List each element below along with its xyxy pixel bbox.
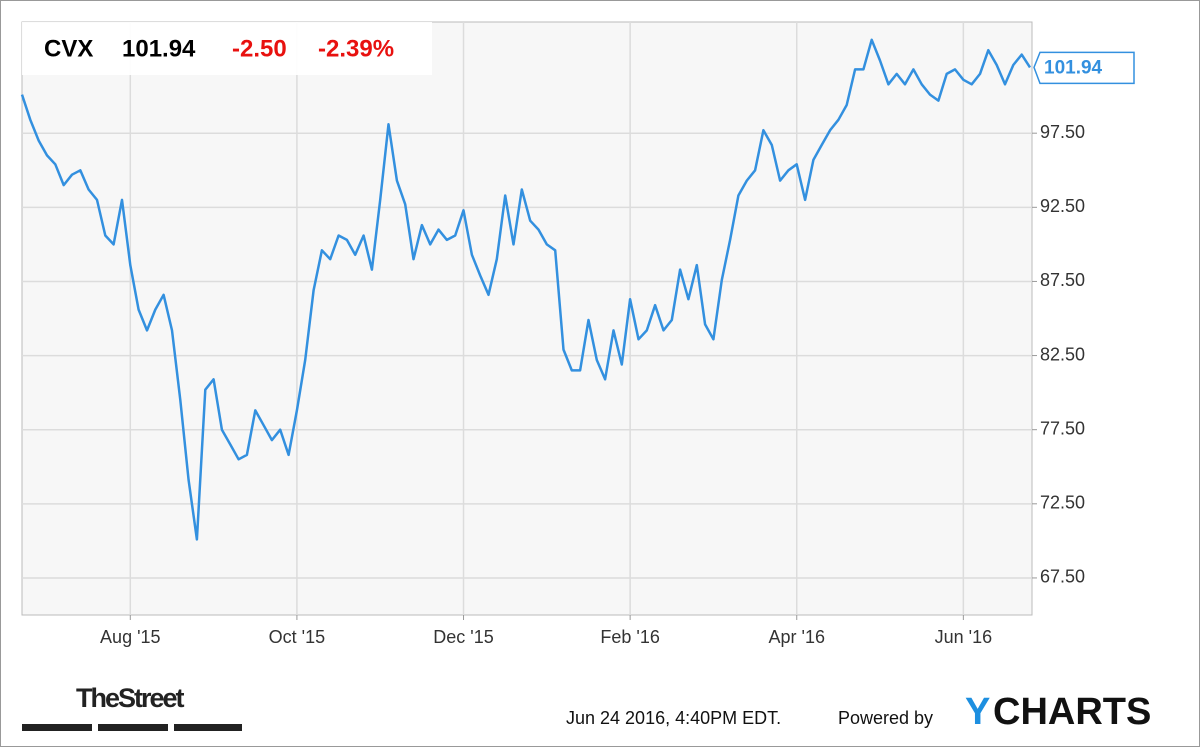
source-logo: TheStreet xyxy=(76,683,185,713)
price-line xyxy=(20,38,1032,541)
x-tick-label: Dec '15 xyxy=(433,627,493,647)
symbol: CVX xyxy=(44,35,93,62)
change-percent: -2.39% xyxy=(318,35,394,62)
x-tick-label: Aug '15 xyxy=(100,627,161,647)
y-tick-label: 72.50 xyxy=(1040,493,1085,513)
y-tick-label: 82.50 xyxy=(1040,344,1085,364)
logo-bar xyxy=(174,724,242,731)
x-tick-label: Apr '16 xyxy=(769,627,825,647)
y-tick-label: 97.50 xyxy=(1040,122,1085,142)
plot-area xyxy=(21,21,1033,616)
series xyxy=(20,38,1032,541)
change: -2.50 xyxy=(232,35,287,62)
powered-by: Powered by xyxy=(838,708,933,728)
grid xyxy=(22,22,1037,620)
logo-bar xyxy=(22,724,92,731)
y-tick-label: 87.50 xyxy=(1040,270,1085,290)
brand-rest: CHARTS xyxy=(993,691,1151,733)
last-value-tag xyxy=(1033,51,1135,85)
x-tick-label: Oct '15 xyxy=(269,627,325,647)
brand-initial: Y xyxy=(965,691,990,733)
logo-bar xyxy=(98,724,168,731)
x-tick-label: Feb '16 xyxy=(600,627,659,647)
y-tick-label: 77.50 xyxy=(1040,418,1085,438)
x-tick-label: Jun '16 xyxy=(935,627,992,647)
y-tick-label: 92.50 xyxy=(1040,196,1085,216)
header-box xyxy=(22,22,432,75)
last-value-label: 101.94 xyxy=(1044,57,1103,78)
price: 101.94 xyxy=(122,35,196,62)
timestamp: Jun 24 2016, 4:40PM EDT. xyxy=(566,708,781,728)
y-tick-label: 67.50 xyxy=(1040,567,1085,587)
